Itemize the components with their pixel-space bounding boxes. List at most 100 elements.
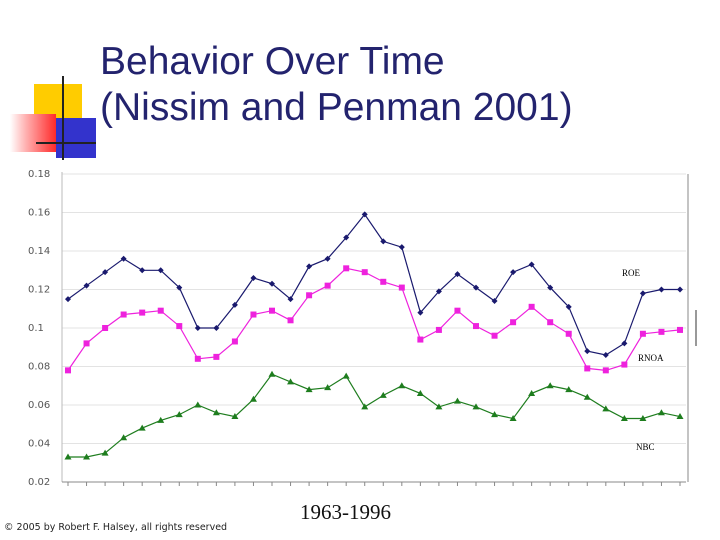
series-label-roe: ROE — [622, 268, 641, 278]
copyright-notice: © 2005 by Robert F. Halsey, all rights r… — [4, 522, 228, 533]
data-point-rnoa — [510, 319, 517, 326]
data-point-nbc — [472, 403, 480, 410]
data-point-rnoa — [231, 338, 238, 345]
data-point-roe — [83, 282, 90, 289]
decor-horizontal-line — [36, 142, 96, 144]
data-point-roe — [528, 261, 535, 268]
data-point-roe — [120, 255, 127, 262]
data-point-roe — [287, 296, 294, 303]
series-line-nbc — [68, 373, 681, 458]
y-tick-label: 0.06 — [28, 400, 50, 411]
data-point-nbc — [602, 405, 610, 412]
y-tick-label: 0.02 — [28, 477, 50, 488]
data-point-nbc — [231, 413, 239, 420]
data-point-nbc — [83, 453, 91, 460]
data-point-roe — [491, 298, 498, 305]
data-point-nbc — [398, 382, 406, 389]
data-point-rnoa — [250, 311, 257, 318]
data-point-nbc — [212, 409, 220, 416]
data-point-roe — [454, 271, 461, 278]
data-point-roe — [324, 255, 331, 262]
data-point-nbc — [379, 391, 387, 398]
data-point-rnoa — [157, 307, 164, 314]
data-point-rnoa — [547, 319, 554, 326]
y-axis-ticks: 0.18 0.16 0.14 0.12 0.1 0.08 0.06 0.04 0.02 — [28, 169, 50, 488]
data-point-roe — [250, 274, 257, 281]
data-point-rnoa — [269, 307, 275, 314]
decor-red-gradient-block — [10, 114, 56, 152]
data-point-rnoa — [324, 282, 331, 289]
data-point-nbc — [305, 386, 313, 393]
data-point-roe — [361, 211, 368, 218]
data-point-rnoa — [584, 365, 591, 372]
y-tick-label: 0.1 — [28, 323, 44, 334]
data-point-rnoa — [194, 355, 201, 362]
decor-vertical-line — [62, 76, 64, 160]
data-point-rnoa — [417, 336, 424, 343]
data-point-nbc — [453, 397, 461, 404]
data-point-roe — [139, 267, 146, 274]
data-point-rnoa — [306, 292, 313, 299]
y-tick-label: 0.12 — [28, 285, 50, 296]
data-point-roe — [269, 280, 275, 287]
data-point-nbc — [120, 434, 128, 441]
data-point-nbc — [64, 453, 72, 460]
data-point-roe — [176, 284, 183, 291]
data-point-nbc — [620, 414, 628, 421]
series-labels: ROE RNOA NBC — [622, 268, 664, 452]
data-point-nbc — [268, 370, 276, 377]
data-point-roe — [380, 238, 387, 245]
x-axis-label: 1963-1996 — [300, 500, 391, 524]
data-point-roe — [547, 284, 554, 291]
data-point-rnoa — [528, 303, 535, 310]
data-point-nbc — [657, 409, 665, 416]
data-point-roe — [157, 267, 164, 274]
data-point-roe — [584, 348, 591, 355]
y-tick-label: 0.04 — [28, 439, 50, 450]
data-point-roe — [473, 284, 479, 291]
slide-title-line2: (Nissim and Penman 2001) — [100, 86, 573, 129]
series-line-rnoa — [67, 267, 681, 372]
series-label-nbc: NBC — [636, 442, 655, 452]
series-label-rnoa: RNOA — [638, 353, 664, 363]
data-point-rnoa — [287, 317, 294, 324]
data-point-nbc — [583, 393, 591, 400]
data-point-rnoa — [361, 269, 368, 276]
data-point-nbc — [324, 384, 332, 391]
data-point-roe — [658, 286, 665, 293]
data-point-rnoa — [565, 330, 572, 337]
y-tick-label: 0.08 — [28, 362, 50, 373]
data-point-nbc — [676, 413, 684, 420]
data-point-rnoa — [639, 330, 646, 337]
data-point-rnoa — [454, 307, 461, 314]
data-point-nbc — [416, 389, 424, 396]
data-point-roe — [602, 351, 609, 358]
data-point-roe — [343, 234, 350, 241]
data-point-rnoa — [491, 332, 498, 339]
chart-series — [64, 211, 684, 460]
data-point-rnoa — [473, 323, 479, 330]
data-point-nbc — [361, 403, 369, 410]
data-point-rnoa — [621, 361, 628, 368]
data-point-rnoa — [343, 265, 350, 272]
data-point-nbc — [194, 401, 202, 408]
data-point-nbc — [342, 372, 350, 379]
data-point-nbc — [287, 378, 295, 385]
slide-title-line1: Behavior Over Time — [100, 40, 445, 83]
y-tick-label: 0.16 — [28, 208, 50, 219]
data-point-rnoa — [176, 323, 183, 330]
data-point-rnoa — [602, 367, 609, 374]
data-point-rnoa — [398, 284, 405, 291]
data-point-roe — [621, 340, 628, 347]
data-point-roe — [102, 269, 109, 276]
data-point-roe — [194, 325, 201, 331]
data-point-nbc — [435, 403, 443, 410]
data-point-roe — [65, 296, 71, 303]
data-point-rnoa — [677, 326, 683, 333]
data-point-rnoa — [102, 325, 109, 331]
data-point-roe — [231, 301, 238, 308]
y-tick-label: 0.14 — [28, 246, 50, 257]
data-point-nbc — [138, 424, 146, 431]
data-point-rnoa — [120, 311, 127, 318]
data-point-roe — [565, 303, 572, 310]
